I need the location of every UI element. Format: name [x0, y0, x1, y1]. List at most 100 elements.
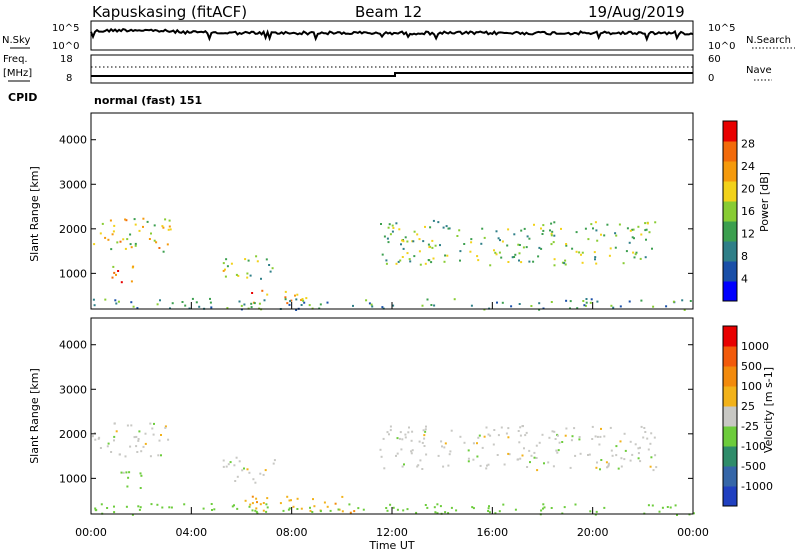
echo-cell — [255, 497, 258, 500]
echo-cell — [113, 224, 116, 227]
echo-cell — [642, 436, 645, 439]
echo-cell — [540, 227, 542, 230]
echo-cell — [381, 306, 384, 309]
echo-cell — [519, 434, 522, 437]
echo-cell — [472, 507, 475, 510]
colorbar-tick-label: -500 — [741, 460, 766, 473]
echo-cell — [518, 259, 520, 262]
echo-cell — [261, 289, 264, 292]
echo-cell — [424, 428, 427, 431]
echo-cell — [510, 305, 513, 308]
colorbar-segment — [723, 386, 737, 407]
echo-cell — [528, 449, 531, 452]
echo-cell — [418, 238, 421, 241]
colorbar-segment — [723, 241, 737, 262]
echo-cell — [424, 262, 427, 265]
echo-cell — [487, 433, 490, 436]
echo-cell — [255, 507, 258, 510]
echo-cell — [392, 304, 395, 307]
echo-cell — [334, 502, 337, 505]
echo-cell — [444, 442, 447, 445]
echo-cell — [402, 509, 405, 512]
echo-cell — [603, 234, 606, 237]
echo-cell — [132, 305, 135, 308]
echo-cell — [652, 305, 655, 308]
echo-cell — [241, 469, 244, 472]
echo-cell — [167, 438, 170, 441]
echo-cell — [288, 507, 291, 510]
echo-cell — [255, 510, 258, 513]
echo-cell — [113, 505, 115, 508]
echo-cell — [652, 469, 655, 472]
echo-cell — [166, 243, 169, 246]
echo-cell — [639, 257, 642, 260]
echo-cell — [401, 438, 404, 441]
echo-cell — [303, 301, 306, 304]
echo-cell — [487, 510, 490, 512]
echo-cell — [571, 435, 574, 438]
nsearch-tick-bottom: 10^0 — [708, 41, 735, 52]
echo-cell — [114, 299, 117, 302]
echo-cell — [248, 505, 251, 508]
echo-cell — [353, 510, 356, 513]
echo-cell — [561, 441, 564, 443]
echo-cell — [329, 509, 332, 512]
echo-cell — [542, 229, 545, 232]
echo-cell — [309, 506, 311, 509]
echo-cell — [142, 217, 145, 220]
echo-cell — [530, 454, 533, 457]
echo-cell — [631, 228, 634, 231]
echo-cell — [589, 301, 592, 304]
echo-cell — [388, 433, 390, 436]
echo-cell — [127, 476, 130, 479]
echo-cell — [279, 502, 282, 505]
echo-cell — [477, 259, 480, 262]
echo-cell — [288, 303, 291, 306]
echo-cell — [552, 465, 555, 468]
echo-cell — [94, 507, 97, 510]
echo-cell — [161, 506, 164, 509]
echo-cell — [109, 219, 112, 222]
echo-cell — [133, 218, 136, 221]
echo-cell — [672, 300, 675, 303]
echo-cell — [401, 256, 404, 258]
echo-cell — [312, 498, 314, 501]
echo-cell — [526, 235, 529, 238]
echo-cell — [233, 504, 235, 507]
echo-cell — [628, 241, 631, 244]
echo-cell — [472, 442, 475, 445]
echo-cell — [326, 301, 329, 304]
echo-cell — [459, 435, 462, 438]
echo-cell — [615, 234, 618, 237]
echo-cell — [365, 299, 368, 302]
colorbar-segment — [723, 261, 737, 282]
echo-cell — [493, 429, 496, 431]
echo-cell — [472, 458, 475, 461]
echo-cell — [615, 454, 618, 457]
echo-cell — [98, 436, 101, 439]
echo-cell — [594, 258, 596, 261]
echo-cell — [380, 455, 383, 458]
echo-cell — [256, 501, 258, 504]
echo-cell — [397, 260, 400, 263]
echo-cell — [560, 227, 562, 230]
date-label: 19/Aug/2019 — [588, 3, 685, 21]
echo-cell — [151, 427, 154, 430]
echo-cell — [113, 439, 115, 442]
echo-cell — [550, 222, 553, 225]
echo-cell — [513, 233, 516, 236]
echo-cell — [396, 452, 399, 455]
velocity-heatmap — [91, 422, 695, 516]
echo-cell — [590, 298, 593, 301]
echo-cell — [471, 506, 474, 509]
echo-cell — [513, 256, 516, 258]
echo-cell — [483, 435, 486, 438]
echo-cell — [92, 298, 95, 301]
echo-cell — [651, 247, 653, 250]
echo-cell — [149, 455, 152, 458]
echo-cell — [609, 426, 612, 429]
echo-cell — [478, 434, 481, 437]
echo-cell — [168, 219, 171, 222]
echo-cell — [284, 290, 287, 293]
echo-cell — [341, 510, 344, 513]
